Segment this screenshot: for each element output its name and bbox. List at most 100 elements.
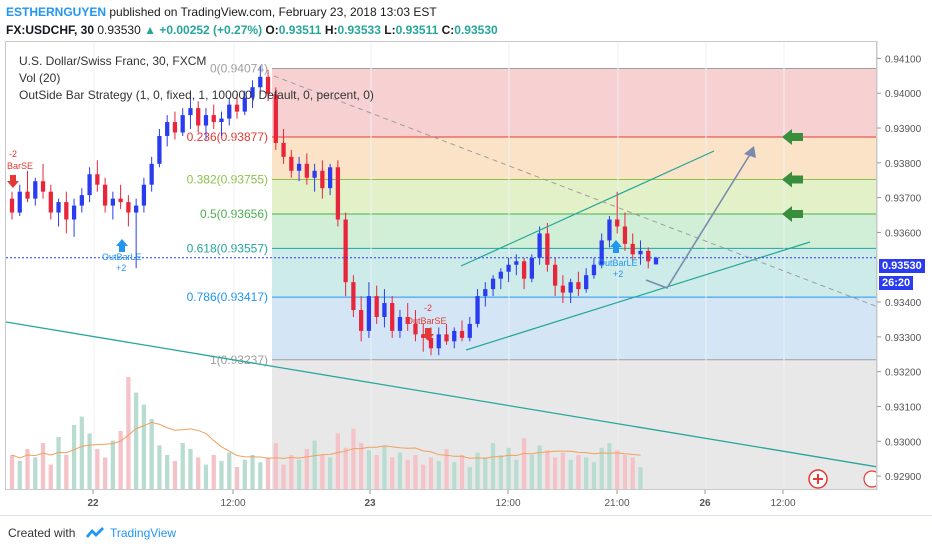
volume-bar: [149, 419, 154, 489]
symbol-label: FX:USDCHF, 30: [6, 23, 95, 37]
price-chart[interactable]: 0(0.94074) 0.236(0.93877) 0.382(0.93755) 0.…: [6, 42, 877, 490]
price-tick-label: 0.93300: [885, 333, 922, 344]
candle-body: [428, 337, 434, 349]
candle-body: [638, 250, 643, 255]
signal-label: BarSE: [7, 161, 33, 171]
volume-bar: [343, 447, 348, 489]
candle-body: [335, 167, 341, 220]
signal-label: -2: [424, 303, 432, 313]
candle-body: [506, 264, 511, 272]
candle-body: [203, 115, 209, 126]
candle-body: [219, 118, 224, 123]
price-axis[interactable]: 0.94100 0.94000 0.93900 0.93800 0.93700 0.936…: [877, 41, 932, 490]
volume-bar: [281, 464, 286, 489]
fib-band: [272, 213, 876, 249]
chart-area[interactable]: 0(0.94074) 0.236(0.93877) 0.382(0.93755) 0.…: [5, 41, 877, 490]
volume-bar: [180, 443, 185, 489]
candle-body: [157, 135, 162, 164]
add-icon: [863, 470, 876, 488]
candle-body: [227, 104, 232, 119]
projection-arrow-icon: [744, 146, 756, 158]
author-link[interactable]: ESTHERNGUYEN: [6, 5, 107, 19]
volume-bar: [428, 457, 434, 489]
fib-band: [272, 137, 876, 180]
high-label: H:: [324, 23, 338, 37]
up-arrow-icon: [116, 239, 128, 252]
candle-body: [165, 122, 170, 136]
volume-bar: [351, 428, 356, 489]
time-tick-label: 12:00: [495, 498, 520, 509]
volume-bar: [211, 455, 216, 489]
fib-label: 0.786(0.93417): [187, 290, 268, 304]
volume-bar: [289, 455, 294, 489]
tradingview-brand[interactable]: TradingView: [110, 526, 177, 540]
candle-body: [289, 156, 294, 171]
open-label: O:: [265, 23, 279, 37]
volume-bar: [421, 464, 426, 489]
price-tick-label: 0.93800: [885, 159, 922, 170]
candle-body: [591, 264, 597, 276]
candle-body: [421, 334, 426, 338]
volume-bar: [560, 452, 566, 489]
candle-body: [622, 226, 628, 244]
volume-bar: [165, 455, 170, 489]
volume-bar: [537, 445, 542, 489]
candle-body: [615, 219, 620, 227]
down-arrow-icon: [422, 328, 434, 341]
candle-body: [568, 282, 573, 293]
candle-body: [188, 108, 193, 116]
chart-header: ESTHERNGUYEN published on TradingView.co…: [0, 0, 932, 40]
candle-body: [359, 310, 364, 331]
candle-body: [9, 198, 15, 213]
candle-body: [552, 264, 558, 286]
volume-bar: [529, 455, 534, 489]
volume-bar: [366, 450, 372, 489]
volume-bar: [382, 445, 387, 489]
volume-ma-line: [11, 421, 641, 459]
price-tick-label: 0.94100: [885, 54, 922, 65]
volume-bar: [630, 457, 635, 489]
volume-bar: [390, 457, 395, 489]
volume-bar: [25, 449, 30, 489]
fib-label: 0.618(0.93557): [187, 241, 268, 255]
price-tick-label: 0.94000: [885, 89, 922, 100]
price-tick-label: 0.93100: [885, 402, 922, 413]
candle-body: [374, 296, 379, 317]
fib-label: 0.382(0.93755): [187, 172, 268, 186]
candle-body: [17, 191, 22, 213]
volume-bar: [196, 457, 201, 489]
candle-body: [312, 170, 317, 178]
time-tick-label: 23: [364, 498, 376, 509]
volume-bar: [545, 450, 550, 489]
candle-body: [490, 278, 496, 290]
target-arrow-icon: [782, 205, 803, 222]
volume-bar: [134, 392, 139, 489]
volume-bar: [490, 443, 496, 489]
time-axis[interactable]: 22 12:00 23 12:00 21:00 26 12:00: [5, 490, 877, 512]
volume-bar: [118, 431, 123, 489]
candle-body: [436, 334, 441, 349]
price-tick-label: 0.93700: [885, 194, 922, 205]
volume-bar: [467, 467, 472, 489]
candle-body: [459, 330, 465, 338]
target-arrow-icon: [782, 171, 803, 188]
fib-band: [272, 179, 876, 214]
candle-body: [149, 163, 154, 185]
candle-body: [630, 243, 635, 255]
volume-bar: [584, 457, 589, 489]
candle-body: [498, 271, 503, 279]
volume-bar: [250, 455, 255, 489]
volume-bar: [227, 452, 232, 489]
candle-body: [467, 323, 472, 338]
projection-path: [645, 147, 755, 289]
volume-bar: [102, 457, 108, 489]
volume-bar: [576, 455, 581, 489]
candle-body: [296, 163, 302, 171]
volume-bar: [498, 455, 503, 489]
legend-title: U.S. Dollar/Swiss Franc, 30, FXCM: [19, 54, 207, 68]
candle-body: [304, 163, 309, 178]
volume-bar: [64, 455, 69, 489]
volume-bar: [296, 459, 302, 489]
volume-bar: [335, 433, 341, 489]
candle-body: [25, 191, 30, 199]
